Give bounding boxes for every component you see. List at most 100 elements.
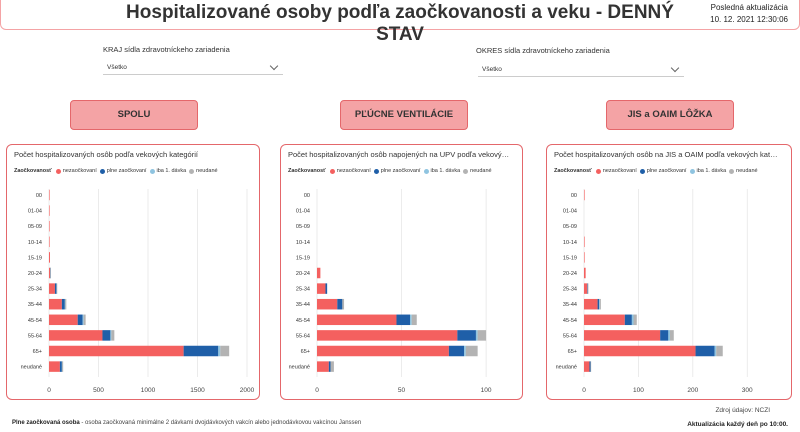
bar-segment: [64, 298, 66, 310]
y-tick-label: 15-19: [296, 255, 310, 261]
chart-legend: Zaočkovanosť nezaočkovaní plne zaočkovan…: [554, 166, 761, 176]
footnote-term: Plne zaočkovaná osoba: [12, 420, 80, 426]
y-tick-label: 20-24: [296, 271, 310, 277]
bar-segment: [716, 345, 723, 357]
y-tick-label: 65+: [568, 349, 577, 355]
kraj-filter-select[interactable]: Všetko: [103, 60, 283, 75]
y-tick-label: 01-04: [563, 209, 577, 215]
y-tick-label: 45-54: [296, 318, 310, 324]
y-tick-label: 55-64: [296, 333, 310, 339]
y-tick-label: 00: [571, 193, 577, 199]
chart-plot: 0 50 100 00 01-04 05-09 10-14 15-19 20-24 25-34 35…: [289, 189, 492, 394]
bar-segment: [110, 330, 112, 341]
bar-segment: [325, 283, 328, 294]
last-update-label: Posledná aktualizácia: [710, 3, 788, 12]
y-tick-label: 35-44: [296, 302, 310, 308]
legend-title: Zaočkovanosť: [14, 168, 52, 174]
chart-card-upv: Počet hospitalizovaných osôb napojených …: [280, 144, 523, 400]
legend-dot-unknown: [463, 168, 469, 174]
bar-segment: [62, 361, 64, 372]
y-tick-label: 10-14: [563, 240, 577, 246]
bar-segment: [49, 314, 78, 326]
y-tick-label: 55-64: [28, 333, 42, 339]
section-pl-ventilacie-button[interactable]: PĽÚCNE VENTILÁCIE: [340, 100, 468, 130]
bar-segment: [624, 314, 632, 326]
legend-label: nezaočkovaní: [602, 168, 637, 174]
bar-segment: [49, 220, 50, 232]
section-jis-oaim-button[interactable]: JIS a OAIM LÔŽKA: [606, 100, 734, 130]
x-tick-label: 200: [687, 387, 698, 394]
bar-segment: [49, 345, 184, 357]
y-tick-label: 05-09: [563, 224, 577, 230]
x-tick-label: 100: [481, 387, 492, 394]
x-tick-label: 0: [582, 387, 586, 394]
bar-segment: [584, 267, 586, 279]
bar-segment: [49, 236, 50, 248]
bar-segment: [464, 345, 466, 357]
last-update-value: 10. 12. 2021 12:30:06: [710, 15, 788, 24]
bar-segment: [584, 236, 585, 248]
y-tick-label: neudané: [289, 365, 310, 371]
bar-segment: [584, 330, 661, 341]
bar-segment: [668, 330, 670, 341]
y-tick-label: neudané: [556, 365, 577, 371]
bar-segment: [584, 314, 625, 326]
legend-dot-unknown: [189, 168, 195, 174]
bar-segment: [49, 205, 50, 216]
bar-segment: [669, 330, 674, 341]
bar-segment: [587, 283, 589, 294]
y-tick-label: 20-24: [563, 271, 577, 277]
bar-segment: [411, 314, 417, 326]
bar-segment: [317, 361, 329, 372]
y-tick-label: 25-34: [563, 287, 577, 293]
x-tick-label: 0: [315, 387, 319, 394]
bar-segment: [584, 283, 588, 294]
bar-segment: [82, 314, 84, 326]
y-tick-label: 15-19: [563, 255, 577, 261]
last-update: Posledná aktualizácia 10. 12. 2021 12:30…: [710, 2, 788, 26]
bar-segment: [49, 267, 50, 279]
bar-segment: [448, 345, 465, 357]
y-tick-label: 10-14: [296, 240, 310, 246]
header-bar: [0, 0, 800, 30]
x-tick-label: 2000: [240, 387, 255, 394]
chart-card-spolu: Počet hospitalizovaných osôb podľa vekov…: [6, 144, 260, 400]
chevron-down-icon: [269, 61, 279, 71]
legend-dot-first-dose: [689, 168, 695, 174]
x-tick-label: 50: [398, 387, 406, 394]
okres-filter-value: Všetko: [482, 66, 502, 73]
legend-label: iba 1. dávka: [156, 168, 187, 174]
y-tick-label: 35-44: [28, 302, 42, 308]
bar-segment: [660, 330, 669, 341]
legend-label: iba 1. dávka: [696, 168, 727, 174]
section-spolu-button[interactable]: SPOLU: [70, 100, 198, 130]
legend-dot-unvaccinated: [55, 168, 61, 174]
y-tick-label: neudané: [21, 365, 42, 371]
y-tick-label: 25-34: [296, 287, 310, 293]
legend-item: nezaočkovaní: [55, 168, 97, 174]
bar-segment: [695, 345, 715, 357]
bar-segment: [342, 298, 345, 310]
bar-segment: [584, 345, 696, 357]
bar-segment: [599, 298, 600, 310]
legend-item: neudané: [463, 168, 492, 174]
footnote-text: - osoba zaočkovaná minimálne 2 dávkami d…: [79, 420, 362, 426]
legend-title: Zaočkovanosť: [554, 168, 592, 174]
bar-segment: [328, 361, 331, 372]
chart-legend: Zaočkovanosť nezaočkovaní plne zaočkovan…: [288, 166, 495, 176]
bar-segment: [65, 298, 67, 310]
okres-filter-select[interactable]: Všetko: [478, 62, 684, 77]
bar-segment: [477, 330, 487, 341]
bar-segment: [597, 298, 600, 310]
x-tick-label: 300: [742, 387, 753, 394]
y-tick-label: 01-04: [28, 209, 42, 215]
legend-label: neudané: [470, 168, 492, 174]
legend-item: plne zaočkovaní: [639, 168, 687, 174]
legend-label: nezaočkovaní: [62, 168, 97, 174]
chart-legend: Zaočkovanosť nezaočkovaní plne zaočkovan…: [14, 166, 221, 176]
bar-segment: [102, 330, 111, 341]
page-title: Hospitalizované osoby podľa zaočkovanost…: [126, 2, 674, 45]
bar-segment: [410, 314, 412, 326]
bar-segment: [49, 283, 55, 294]
y-tick-label: 15-19: [28, 255, 42, 261]
